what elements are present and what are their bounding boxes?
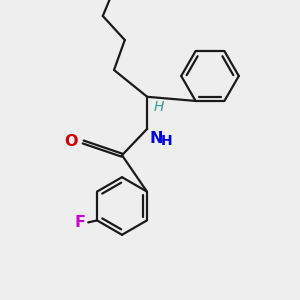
Text: N: N (149, 131, 163, 146)
Text: H: H (160, 134, 172, 148)
Text: O: O (64, 134, 78, 149)
Text: H: H (153, 100, 164, 114)
Text: F: F (74, 215, 85, 230)
